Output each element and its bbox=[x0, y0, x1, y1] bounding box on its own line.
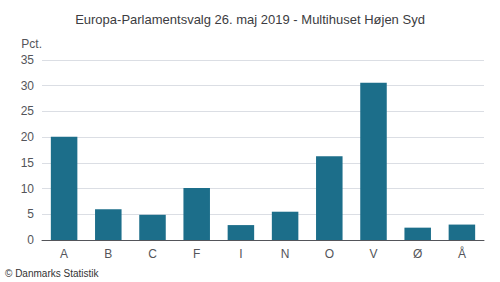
svg-text:10: 10 bbox=[21, 182, 35, 196]
svg-text:5: 5 bbox=[27, 207, 34, 221]
svg-text:C: C bbox=[148, 247, 157, 261]
svg-text:© Danmarks Statistik: © Danmarks Statistik bbox=[5, 268, 100, 279]
svg-text:Å: Å bbox=[458, 246, 466, 261]
svg-text:Pct.: Pct. bbox=[21, 37, 42, 51]
svg-text:O: O bbox=[325, 247, 334, 261]
svg-text:Ø: Ø bbox=[413, 247, 422, 261]
svg-text:35: 35 bbox=[21, 53, 35, 67]
svg-text:30: 30 bbox=[21, 79, 35, 93]
svg-text:V: V bbox=[369, 247, 377, 261]
svg-text:N: N bbox=[281, 247, 290, 261]
svg-text:20: 20 bbox=[21, 130, 35, 144]
svg-text:I: I bbox=[239, 247, 242, 261]
svg-text:Europa-Parlamentsvalg 26. maj: Europa-Parlamentsvalg 26. maj 2019 - Mul… bbox=[75, 12, 425, 27]
svg-text:25: 25 bbox=[21, 104, 35, 118]
svg-text:0: 0 bbox=[27, 233, 34, 247]
svg-text:B: B bbox=[104, 247, 112, 261]
svg-text:15: 15 bbox=[21, 156, 35, 170]
svg-text:F: F bbox=[193, 247, 200, 261]
svg-text:A: A bbox=[60, 247, 68, 261]
